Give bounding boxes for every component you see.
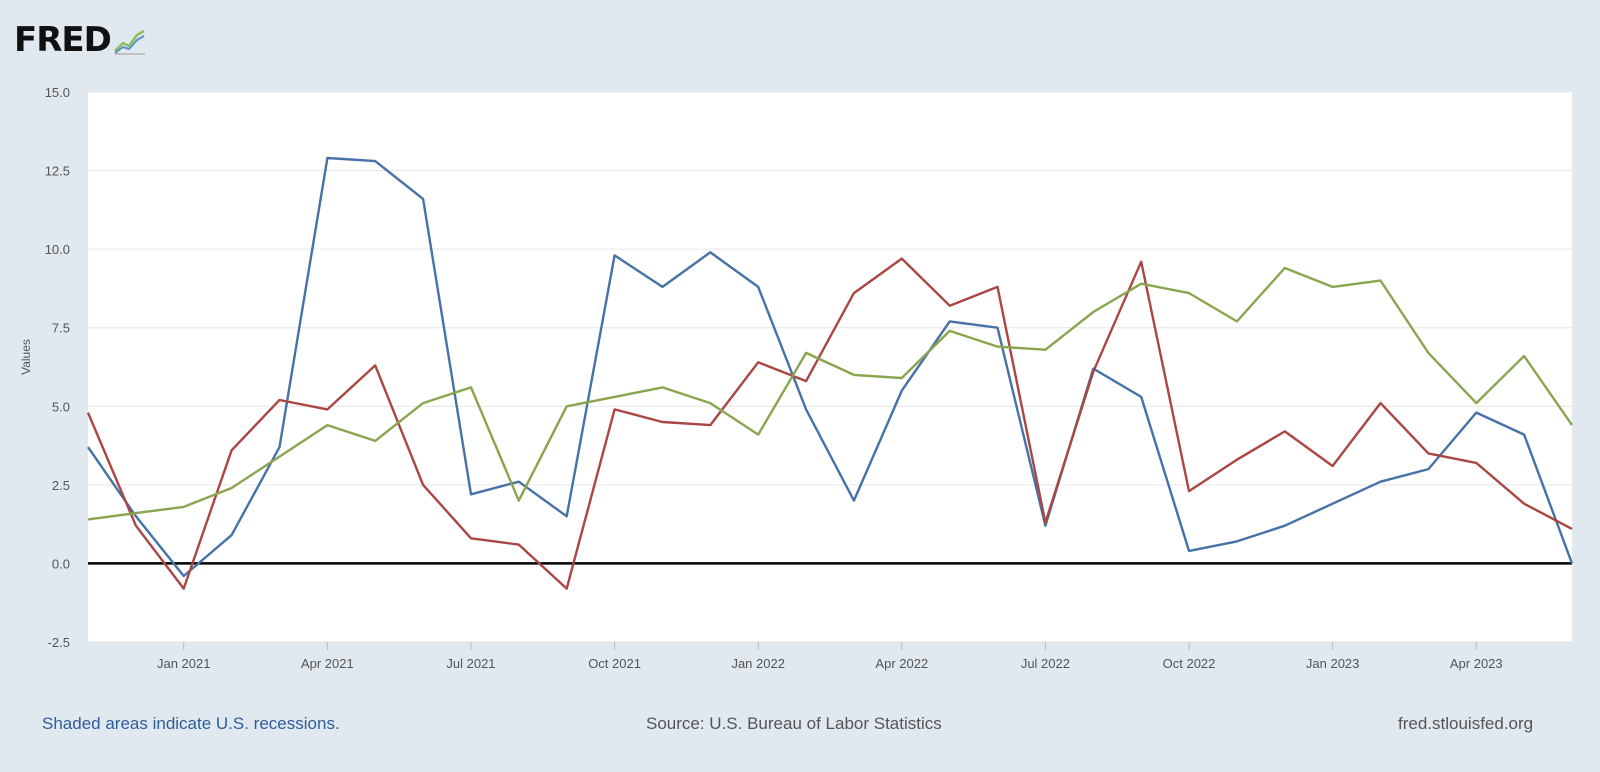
y-tick-label: 7.5 xyxy=(52,321,70,336)
x-tick-label: Jul 2022 xyxy=(1021,656,1070,671)
x-tick-label: Jan 2023 xyxy=(1306,656,1360,671)
y-tick-label: 5.0 xyxy=(52,399,70,414)
site-link[interactable]: fred.stlouisfed.org xyxy=(1398,714,1534,733)
y-tick-label: 15.0 xyxy=(45,85,70,100)
series-line-1[interactable] xyxy=(87,156,1574,578)
y-tick-label: -2.5 xyxy=(48,635,70,650)
y-tick-label: 0.0 xyxy=(52,556,70,571)
y-tick-label: 10.0 xyxy=(45,242,70,257)
y-tick-label: 12.5 xyxy=(45,164,70,179)
x-tick-label: Oct 2021 xyxy=(588,656,641,671)
x-tick-label: Jul 2021 xyxy=(446,656,495,671)
recession-note[interactable]: Shaded areas indicate U.S. recessions. xyxy=(42,714,340,733)
source-note: Source: U.S. Bureau of Labor Statistics xyxy=(646,714,942,733)
series-line-2[interactable] xyxy=(86,257,1573,590)
logo-text: FRED xyxy=(14,20,112,60)
plot-area xyxy=(88,92,1572,642)
x-tick-label: Apr 2023 xyxy=(1450,656,1503,671)
x-tick-label: Apr 2022 xyxy=(875,656,928,671)
y-axis-label: Values xyxy=(19,339,33,375)
logo-chart-icon xyxy=(113,29,145,55)
y-tick-label: 2.5 xyxy=(52,478,70,493)
series-line-3[interactable] xyxy=(87,266,1573,521)
fred-logo[interactable]: FRED xyxy=(14,18,147,62)
x-tick-label: Apr 2021 xyxy=(301,656,354,671)
x-tick-label: Jan 2022 xyxy=(731,656,785,671)
x-tick-label: Jan 2021 xyxy=(157,656,211,671)
x-tick-label: Oct 2022 xyxy=(1163,656,1216,671)
